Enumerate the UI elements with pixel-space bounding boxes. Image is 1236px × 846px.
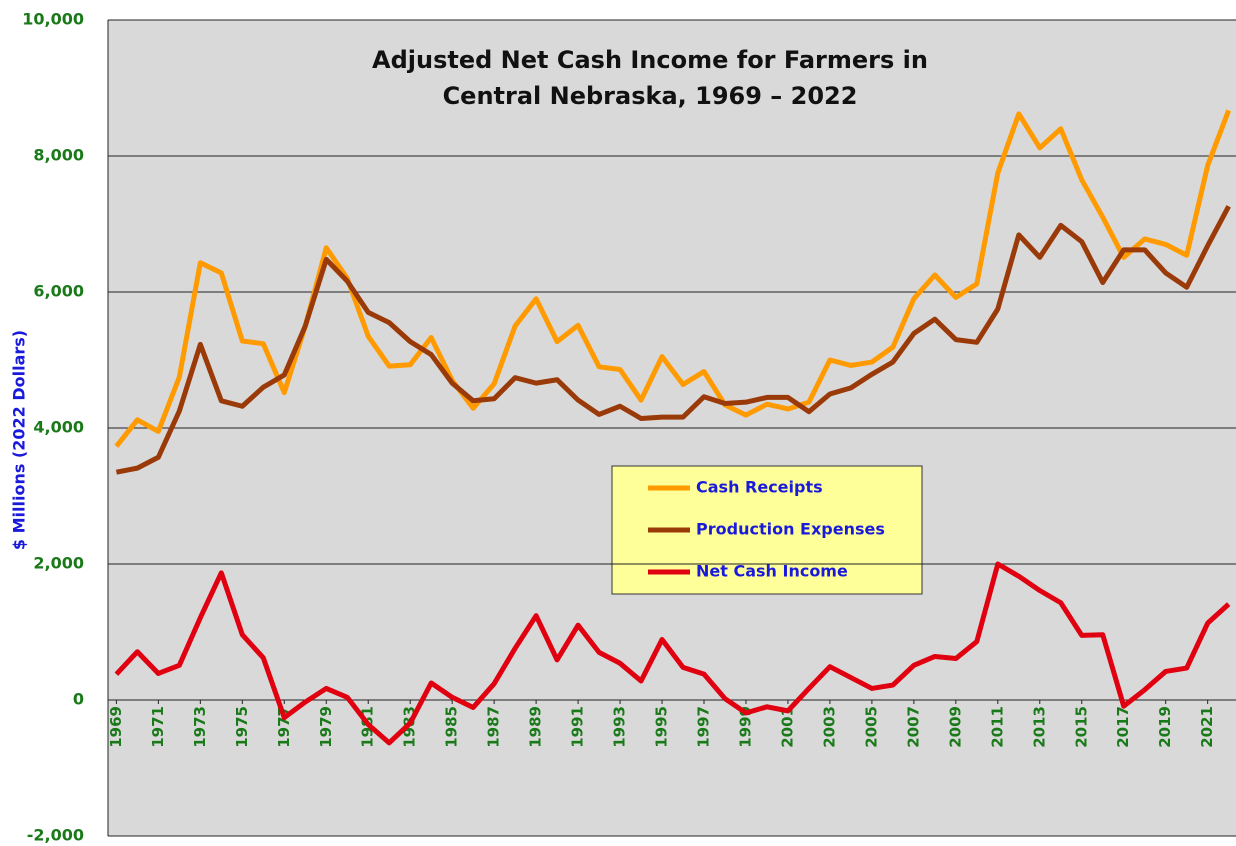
- y-tick-label: 10,000: [22, 10, 84, 29]
- x-tick-label: 1993: [611, 706, 629, 748]
- x-tick-label: 1969: [107, 706, 125, 748]
- x-tick-label: 1997: [695, 706, 713, 748]
- x-tick-label: 2005: [862, 706, 880, 748]
- y-axis-label: $ Millions (2022 Dollars): [10, 330, 29, 550]
- x-tick-label: 1989: [527, 706, 545, 748]
- x-tick-label: 1999: [736, 706, 754, 748]
- y-tick-label: 4,000: [33, 418, 84, 437]
- y-tick-label: 8,000: [33, 146, 84, 165]
- x-tick-label: 2009: [946, 706, 964, 748]
- y-tick-label: 2,000: [33, 554, 84, 573]
- x-tick-label: 2011: [988, 706, 1006, 748]
- x-tick-label: 2003: [820, 706, 838, 748]
- x-tick-label: 2015: [1072, 706, 1090, 748]
- line-series: [114, 561, 1231, 746]
- y-tick-label: -2,000: [27, 826, 84, 845]
- legend-label: Net Cash Income: [696, 562, 848, 581]
- legend-label: Cash Receipts: [696, 478, 823, 497]
- y-tick-label: 0: [73, 690, 84, 709]
- x-tick-label: 1995: [653, 706, 671, 748]
- x-tick-label: 1987: [485, 706, 503, 748]
- line-series: [115, 205, 1231, 475]
- legend-label: Production Expenses: [696, 520, 885, 539]
- x-tick-label: 1975: [233, 706, 251, 748]
- x-tick-label: 2001: [778, 706, 796, 748]
- x-tick-label: 2021: [1198, 706, 1216, 748]
- x-tick-label: 2013: [1030, 706, 1048, 748]
- x-tick-label: 1991: [569, 706, 587, 748]
- x-tick-label: 1973: [191, 706, 209, 748]
- x-tick-label: 2017: [1114, 706, 1132, 748]
- x-tick-label: 1971: [149, 706, 167, 748]
- x-tick-label: 1985: [443, 706, 461, 748]
- x-tick-label: 2019: [1156, 706, 1174, 748]
- y-tick-label: 6,000: [33, 282, 84, 301]
- x-tick-label: 2007: [904, 706, 922, 748]
- x-tick-label: 1979: [317, 706, 335, 748]
- chart-title: Adjusted Net Cash Income for Farmers in …: [372, 46, 928, 110]
